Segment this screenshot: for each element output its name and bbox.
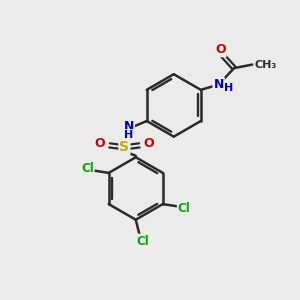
Text: O: O bbox=[143, 137, 154, 150]
Text: CH₃: CH₃ bbox=[254, 59, 276, 70]
Text: O: O bbox=[215, 43, 226, 56]
Text: Cl: Cl bbox=[81, 162, 94, 175]
Text: N: N bbox=[214, 78, 224, 91]
Text: Cl: Cl bbox=[137, 235, 150, 248]
Text: Cl: Cl bbox=[178, 202, 190, 215]
Text: H: H bbox=[224, 83, 234, 93]
Text: O: O bbox=[95, 137, 105, 150]
Text: N: N bbox=[124, 121, 134, 134]
Text: H: H bbox=[124, 130, 134, 140]
Text: S: S bbox=[119, 140, 130, 154]
